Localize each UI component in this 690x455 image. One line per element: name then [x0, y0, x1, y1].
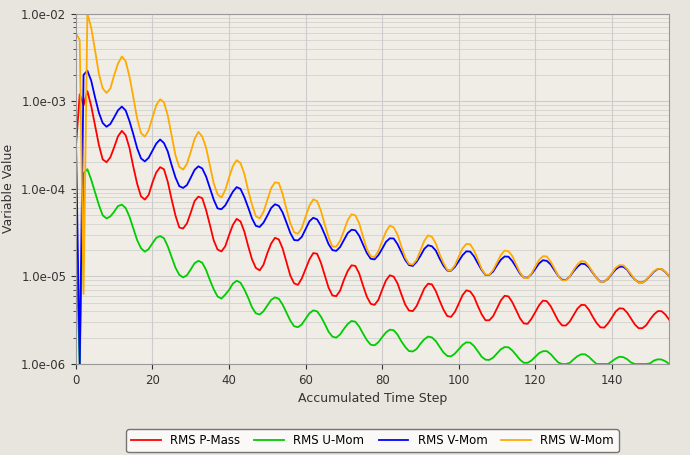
RMS P-Mass [321, 273, 329, 278]
RMS U-Mom [302, 316, 310, 322]
RMS W-Mom [302, 214, 310, 219]
RMS P-Mass [428, 282, 436, 287]
RMS W-Mom [489, 267, 497, 273]
RMS W-Mom [665, 274, 673, 279]
RMS P-Mass [485, 318, 493, 323]
RMS W-Mom [228, 163, 237, 169]
RMS W-Mom [324, 235, 333, 240]
RMS P-Mass [83, 88, 92, 94]
RMS U-Mom [558, 361, 566, 367]
RMS V-Mom [302, 226, 310, 232]
RMS U-Mom [72, 239, 80, 244]
RMS P-Mass [635, 325, 643, 331]
RMS V-Mom [324, 242, 333, 247]
RMS P-Mass [225, 233, 233, 238]
RMS U-Mom [432, 339, 440, 344]
RMS V-Mom [489, 269, 497, 274]
RMS W-Mom [79, 291, 88, 297]
Line: RMS W-Mom: RMS W-Mom [76, 14, 669, 294]
RMS W-Mom [72, 30, 80, 36]
Y-axis label: Variable Value: Variable Value [3, 144, 15, 233]
RMS V-Mom [665, 274, 673, 279]
RMS P-Mass [554, 318, 562, 324]
Line: RMS V-Mom: RMS V-Mom [76, 71, 669, 364]
RMS V-Mom [228, 189, 237, 194]
RMS V-Mom [72, 133, 80, 139]
RMS U-Mom [83, 167, 92, 172]
RMS V-Mom [76, 361, 84, 367]
RMS P-Mass [297, 276, 306, 281]
Line: RMS P-Mass: RMS P-Mass [76, 91, 669, 328]
Legend: RMS P-Mass, RMS U-Mom, RMS V-Mom, RMS W-Mom: RMS P-Mass, RMS U-Mom, RMS V-Mom, RMS W-… [126, 430, 619, 452]
RMS W-Mom [558, 278, 566, 283]
X-axis label: Accumulated Time Step: Accumulated Time Step [298, 392, 447, 405]
RMS V-Mom [432, 248, 440, 253]
Line: RMS U-Mom: RMS U-Mom [76, 169, 669, 364]
RMS V-Mom [83, 68, 92, 73]
RMS U-Mom [228, 281, 237, 286]
RMS U-Mom [489, 355, 497, 360]
RMS U-Mom [76, 361, 84, 367]
RMS W-Mom [83, 11, 92, 16]
RMS U-Mom [324, 329, 333, 334]
RMS P-Mass [72, 144, 80, 150]
RMS W-Mom [432, 241, 440, 246]
RMS V-Mom [558, 277, 566, 283]
RMS P-Mass [665, 317, 673, 323]
RMS U-Mom [665, 361, 673, 367]
